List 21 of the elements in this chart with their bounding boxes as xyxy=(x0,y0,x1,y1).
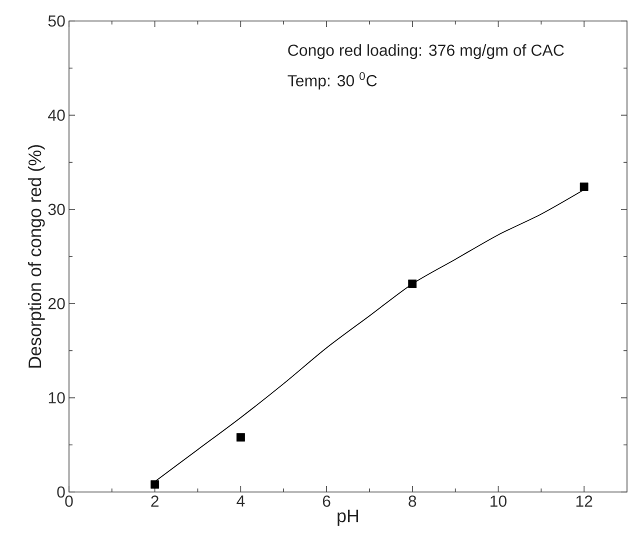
x-tick-label: 12 xyxy=(576,496,592,507)
y-tick-label: 40 xyxy=(48,110,65,121)
point xyxy=(150,480,160,489)
point xyxy=(580,182,588,191)
y-tick-label: 20 xyxy=(48,298,65,310)
x-tick-label: 0 xyxy=(65,496,73,507)
y-tick-label: 50 xyxy=(48,15,65,27)
x-tick-label: 10 xyxy=(490,496,506,507)
x-tick-label: 6 xyxy=(322,496,330,507)
point xyxy=(408,280,417,288)
x-tick-label: 8 xyxy=(408,496,416,507)
y-axis-title: Desorption of congo red (%) xyxy=(28,145,45,368)
y-tick-label: 0 xyxy=(57,486,65,498)
x-axis-title: pH xyxy=(338,510,358,526)
x-tick-label: 4 xyxy=(236,496,245,507)
point xyxy=(236,433,245,442)
y-tick-label: 10 xyxy=(48,392,65,404)
annotation: Congo red loading: 376 mg/gm of CAC xyxy=(288,44,564,60)
x-tick-label: 2 xyxy=(151,496,158,507)
y-tick-label: 30 xyxy=(48,204,65,216)
annotation: Temp: 30 $^{0}$C xyxy=(288,72,377,90)
